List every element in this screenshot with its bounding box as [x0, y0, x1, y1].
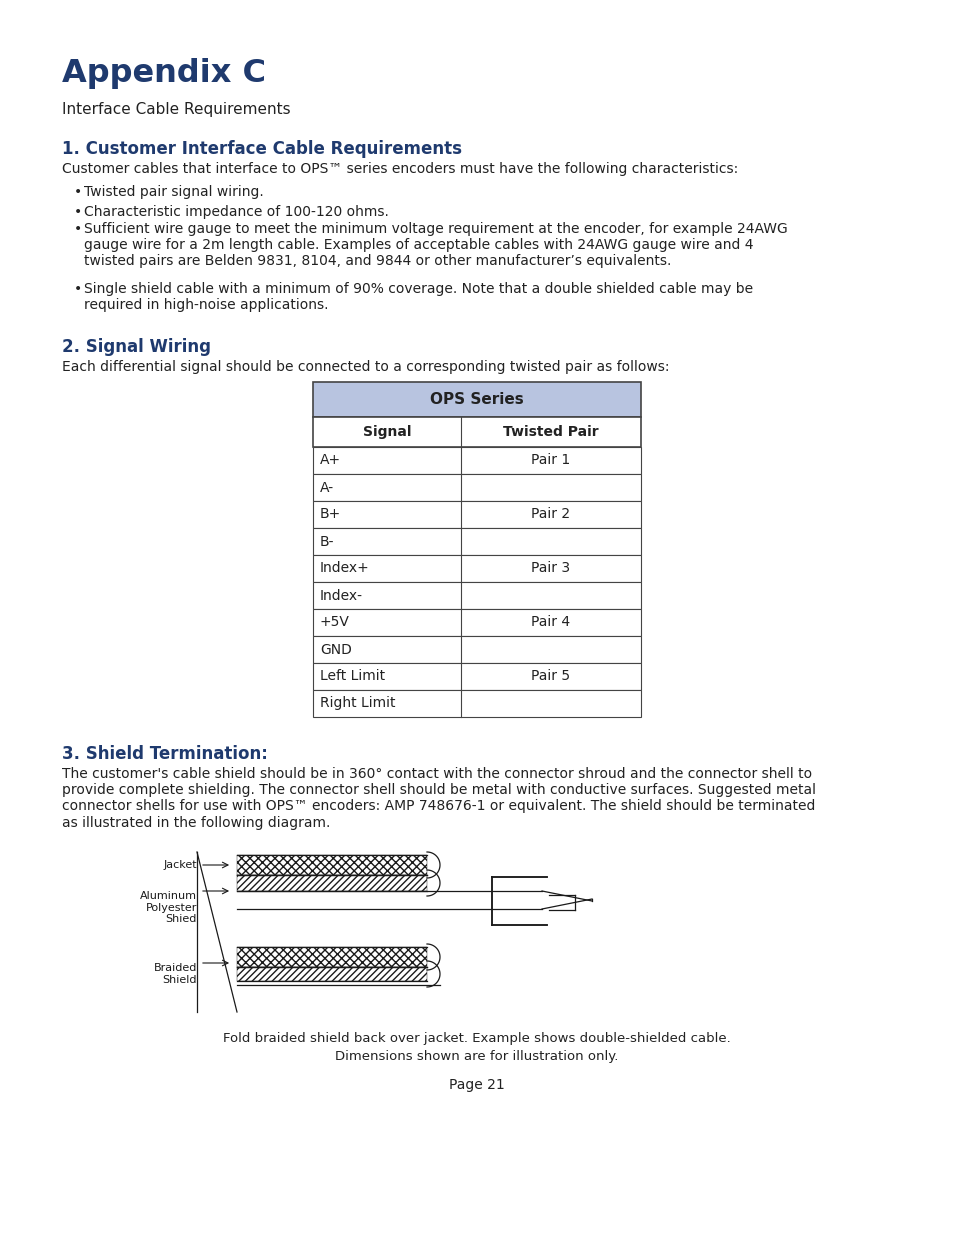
Text: Twisted Pair: Twisted Pair — [502, 425, 598, 438]
Text: Pair 4: Pair 4 — [531, 615, 570, 630]
Bar — [313, 529, 640, 555]
Bar — [236, 876, 427, 890]
Text: Pair 2: Pair 2 — [531, 508, 570, 521]
Text: A+: A+ — [319, 453, 341, 468]
Bar — [313, 690, 640, 718]
Text: Page 21: Page 21 — [449, 1078, 504, 1092]
Bar — [236, 947, 427, 967]
Text: Right Limit: Right Limit — [319, 697, 395, 710]
Text: 1. Customer Interface Cable Requirements: 1. Customer Interface Cable Requirements — [62, 140, 461, 158]
Text: Single shield cable with a minimum of 90% coverage. Note that a double shielded : Single shield cable with a minimum of 90… — [84, 282, 752, 312]
Bar — [313, 555, 640, 582]
Text: B+: B+ — [319, 508, 341, 521]
Text: Left Limit: Left Limit — [319, 669, 385, 683]
Text: Aluminum
Polyester
Shied: Aluminum Polyester Shied — [140, 890, 196, 924]
Bar — [236, 855, 427, 876]
Bar — [236, 967, 427, 981]
Text: OPS Series: OPS Series — [430, 391, 523, 408]
Text: •: • — [74, 222, 82, 236]
Bar — [313, 663, 640, 690]
Text: Dimensions shown are for illustration only.: Dimensions shown are for illustration on… — [335, 1050, 618, 1063]
Text: B-: B- — [319, 535, 335, 548]
Text: Customer cables that interface to OPS™ series encoders must have the following c: Customer cables that interface to OPS™ s… — [62, 162, 738, 177]
Bar — [313, 417, 640, 447]
Text: Index+: Index+ — [319, 562, 370, 576]
Text: Pair 3: Pair 3 — [531, 562, 570, 576]
Bar — [313, 636, 640, 663]
Text: +5V: +5V — [319, 615, 350, 630]
Text: Braided
Shield: Braided Shield — [153, 963, 196, 984]
Text: Sufficient wire gauge to meet the minimum voltage requirement at the encoder, fo: Sufficient wire gauge to meet the minimu… — [84, 222, 787, 268]
Text: Jacket: Jacket — [163, 860, 196, 869]
Text: Each differential signal should be connected to a corresponding twisted pair as : Each differential signal should be conne… — [62, 359, 669, 374]
Text: Appendix C: Appendix C — [62, 58, 266, 89]
Bar — [313, 474, 640, 501]
Text: •: • — [74, 282, 82, 296]
Bar — [313, 501, 640, 529]
Text: The customer's cable shield should be in 360° contact with the connector shroud : The customer's cable shield should be in… — [62, 767, 815, 830]
Text: •: • — [74, 205, 82, 219]
Bar — [313, 447, 640, 474]
Bar — [313, 382, 640, 417]
Text: Characteristic impedance of 100-120 ohms.: Characteristic impedance of 100-120 ohms… — [84, 205, 389, 219]
Text: GND: GND — [319, 642, 352, 657]
Text: Interface Cable Requirements: Interface Cable Requirements — [62, 103, 291, 117]
Text: Fold braided shield back over jacket. Example shows double-shielded cable.: Fold braided shield back over jacket. Ex… — [223, 1032, 730, 1045]
Bar — [313, 609, 640, 636]
Text: Signal: Signal — [362, 425, 411, 438]
Text: A-: A- — [319, 480, 334, 494]
Text: Pair 5: Pair 5 — [531, 669, 570, 683]
Bar — [313, 582, 640, 609]
Text: •: • — [74, 185, 82, 199]
Text: Twisted pair signal wiring.: Twisted pair signal wiring. — [84, 185, 263, 199]
Text: Index-: Index- — [319, 589, 363, 603]
Text: Pair 1: Pair 1 — [531, 453, 570, 468]
Text: 3. Shield Termination:: 3. Shield Termination: — [62, 745, 268, 763]
Text: 2. Signal Wiring: 2. Signal Wiring — [62, 338, 211, 356]
